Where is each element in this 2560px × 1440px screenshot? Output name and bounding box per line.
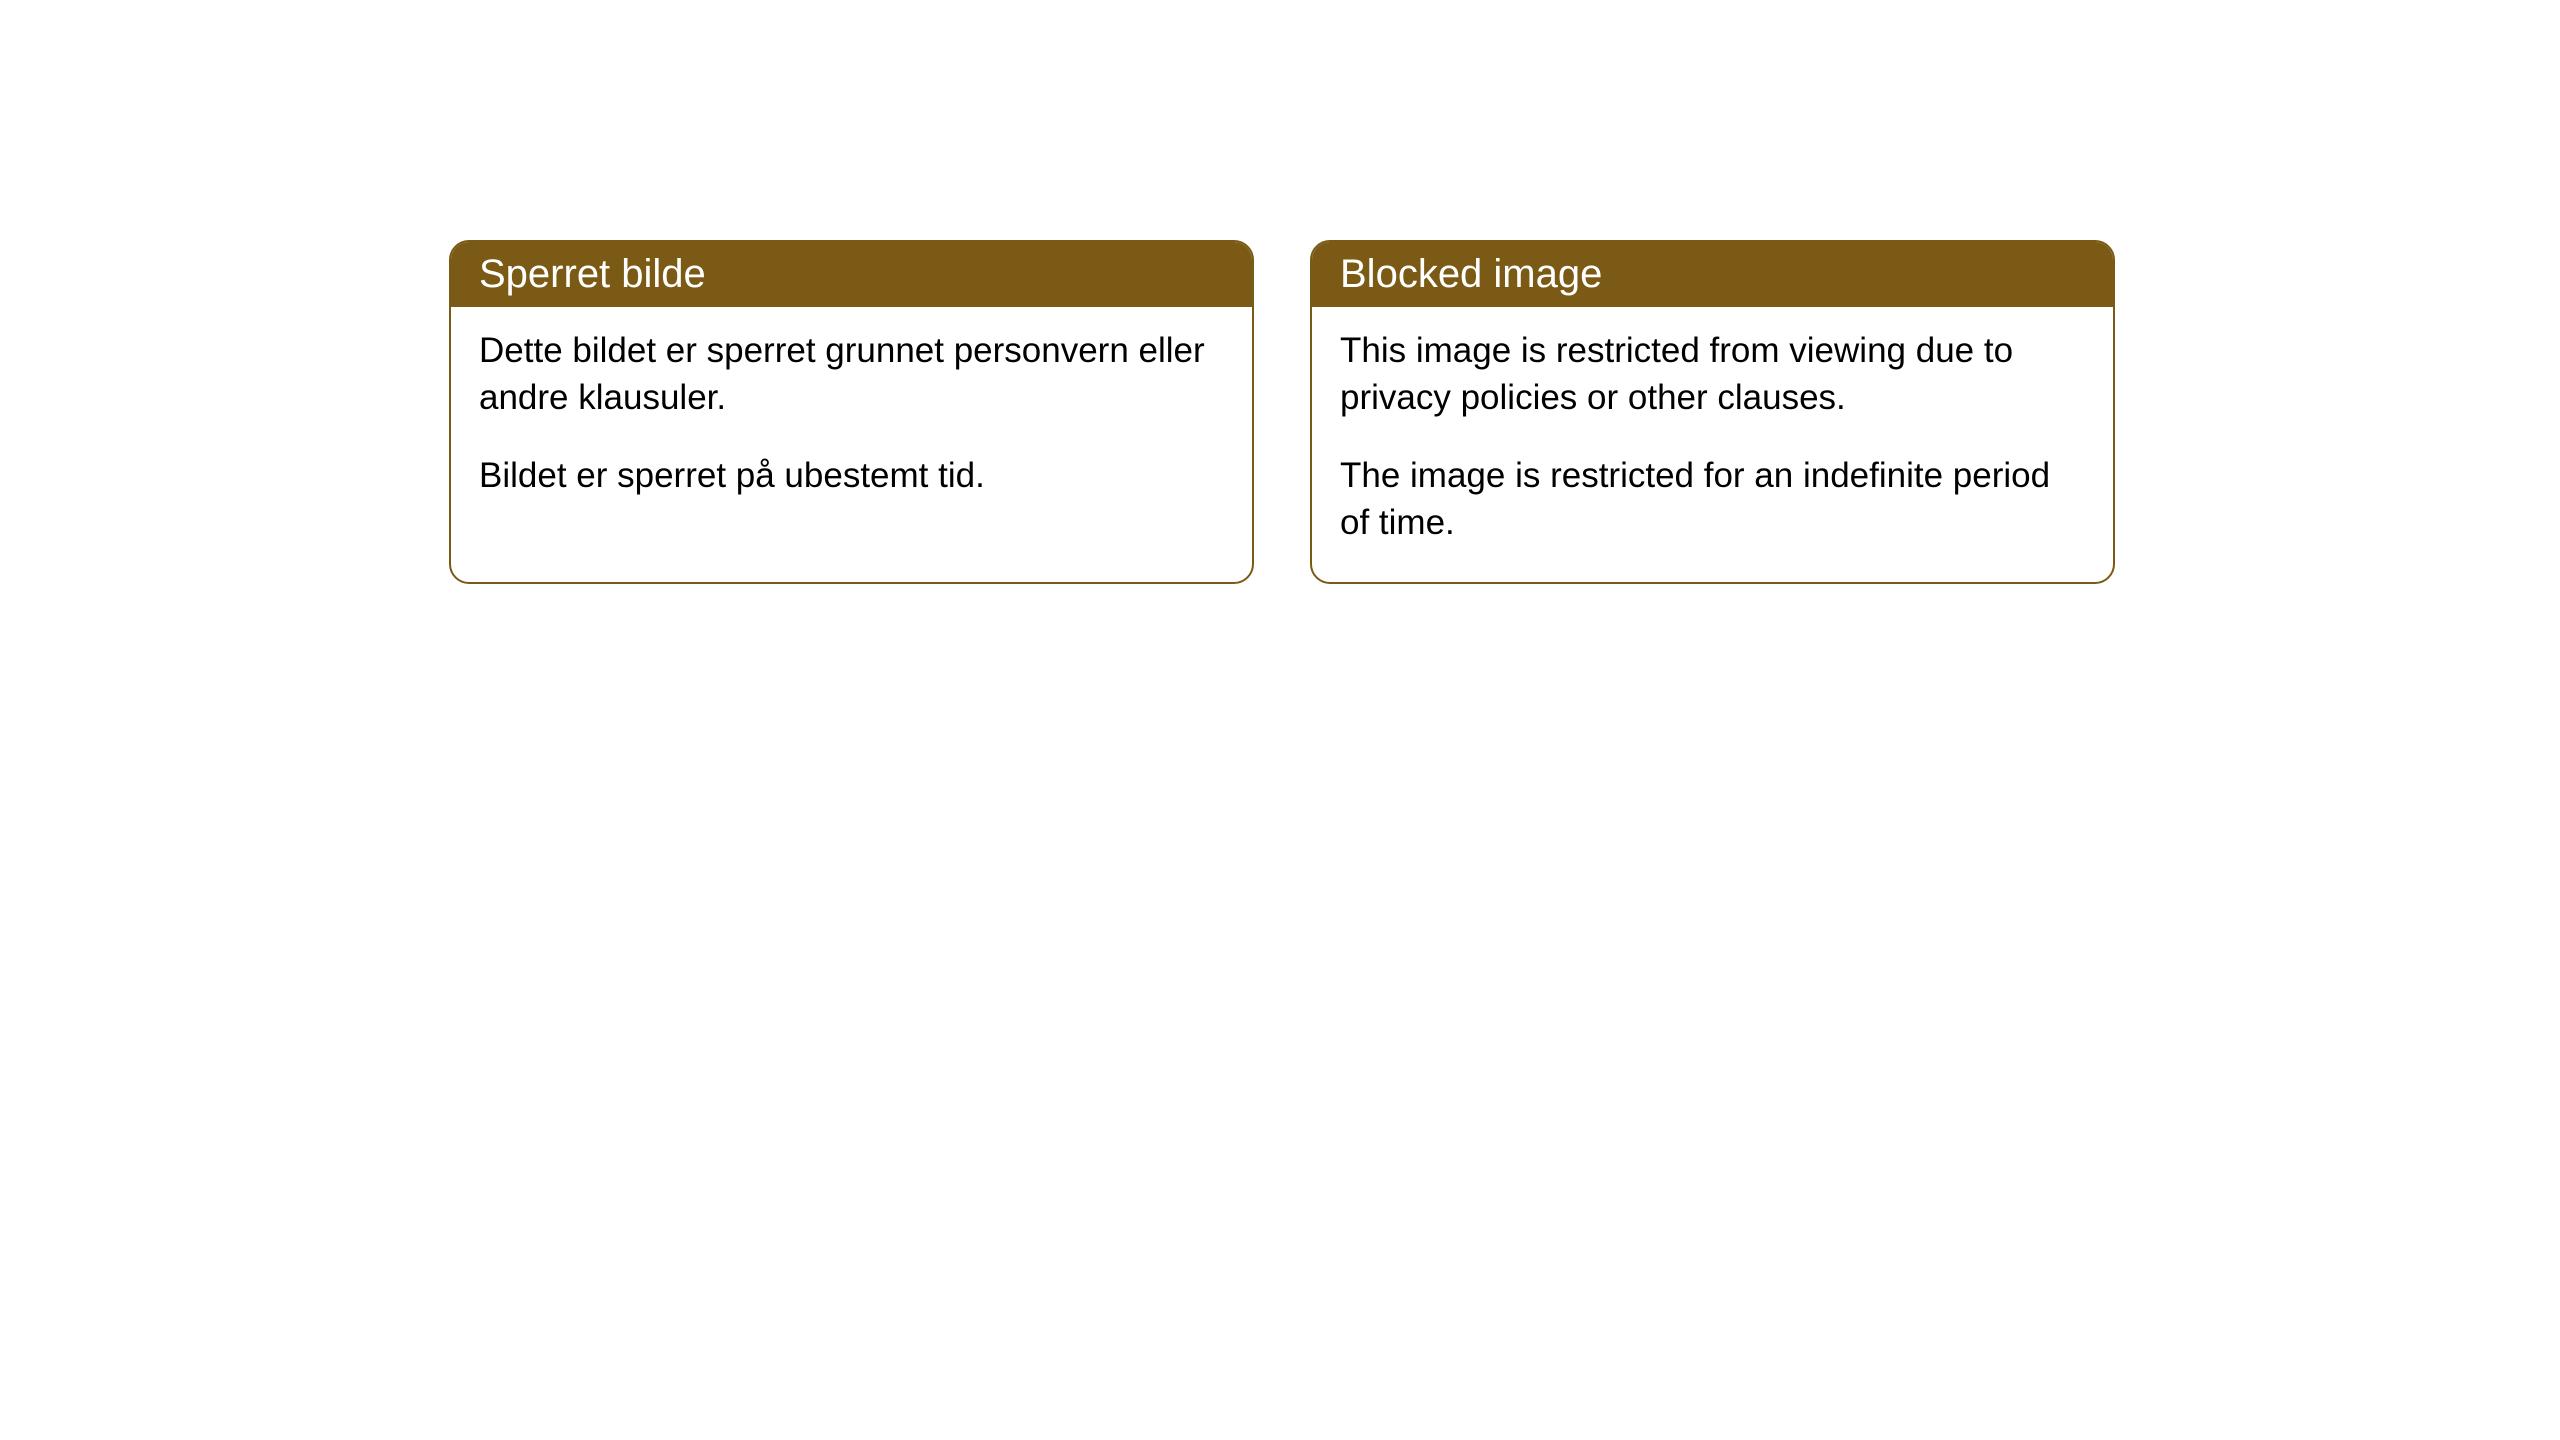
card-body-norwegian: Dette bildet er sperret grunnet personve… bbox=[451, 307, 1252, 535]
card-paragraph-1-norwegian: Dette bildet er sperret grunnet personve… bbox=[479, 327, 1224, 422]
card-paragraph-2-english: The image is restricted for an indefinit… bbox=[1340, 452, 2085, 547]
card-header-english: Blocked image bbox=[1312, 242, 2113, 307]
card-body-english: This image is restricted from viewing du… bbox=[1312, 307, 2113, 582]
card-paragraph-2-norwegian: Bildet er sperret på ubestemt tid. bbox=[479, 452, 1224, 499]
card-header-norwegian: Sperret bilde bbox=[451, 242, 1252, 307]
blocked-image-card-english: Blocked image This image is restricted f… bbox=[1310, 240, 2115, 584]
blocked-image-card-norwegian: Sperret bilde Dette bildet er sperret gr… bbox=[449, 240, 1254, 584]
card-paragraph-1-english: This image is restricted from viewing du… bbox=[1340, 327, 2085, 422]
cards-container: Sperret bilde Dette bildet er sperret gr… bbox=[449, 240, 2115, 584]
